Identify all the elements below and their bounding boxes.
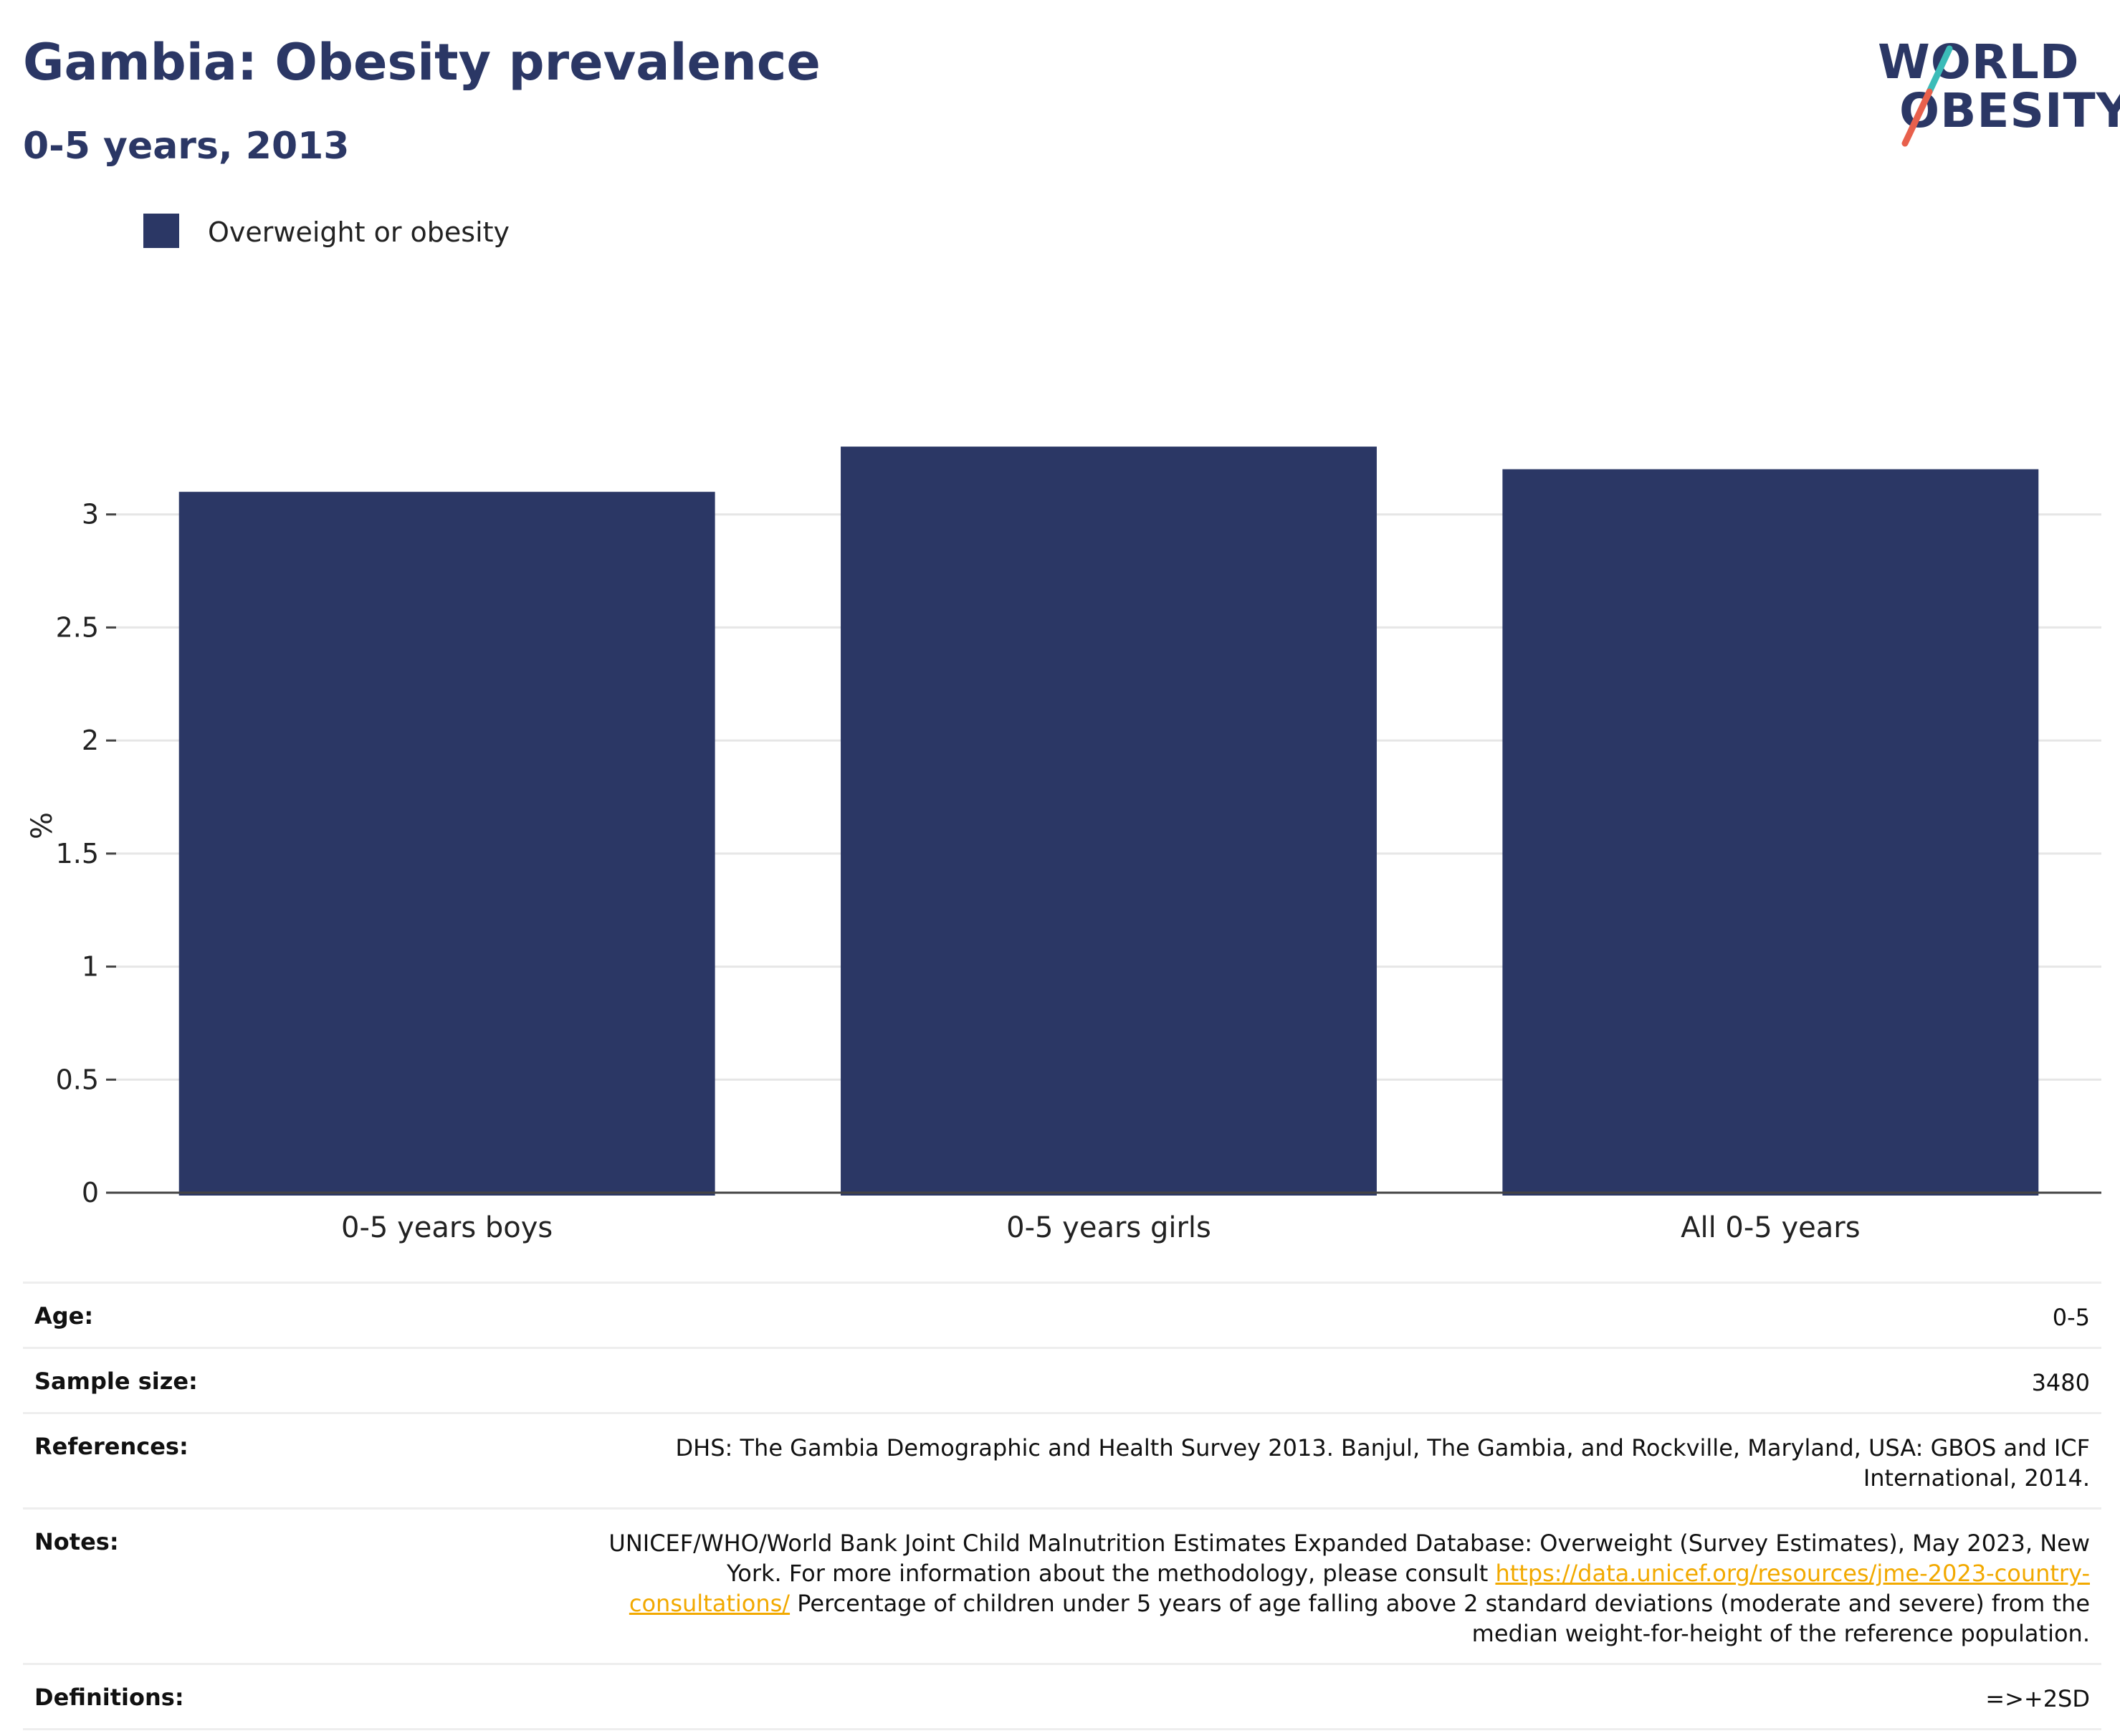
y-tick-label: 0.5 xyxy=(56,1064,99,1095)
legend-swatch xyxy=(143,214,179,248)
logo-text-line-2: OBESITY xyxy=(1899,83,2120,138)
bar xyxy=(178,492,715,1196)
info-value-sample-size: 3480 xyxy=(2031,1369,2090,1396)
info-value-references: DHS: The Gambia Demographic and Health S… xyxy=(675,1434,2090,1492)
info-row-sample-size: Sample size: 3480 xyxy=(23,1347,2101,1412)
y-tick-label: 0 xyxy=(82,1177,99,1208)
info-value-notes: UNICEF/WHO/World Bank Joint Child Malnut… xyxy=(579,1528,2090,1649)
y-tick-label: 2.5 xyxy=(56,611,99,643)
y-tick-label: 1.5 xyxy=(56,838,99,869)
bar xyxy=(841,447,1377,1196)
x-tick-label: 0-5 years girls xyxy=(1006,1211,1211,1244)
world-obesity-logo: WORLD OBESITY xyxy=(1871,22,2120,151)
notes-methodology-link[interactable]: https://data.unicef.org/resources/jme-20… xyxy=(629,1560,2090,1617)
logo-slash-icon xyxy=(1901,45,1953,147)
page-title: Gambia: Obesity prevalence xyxy=(23,33,821,92)
info-row-definitions: Definitions: =>+2SD xyxy=(23,1663,2101,1730)
x-tick-label: 0-5 years boys xyxy=(341,1211,553,1244)
info-table: Age: 0-5 Sample size: 3480 References: D… xyxy=(23,1282,2101,1730)
y-axis-label: % xyxy=(26,812,59,839)
info-row-age: Age: 0-5 xyxy=(23,1282,2101,1347)
bar-chart: 0 0.5 1 1.5 2 2.5 3% 0-5 years boys 0-5 years gi… xyxy=(26,447,2101,1244)
logo-text-line-1: WORLD xyxy=(1878,34,2080,90)
info-row-notes: Notes: UNICEF/WHO/World Bank Joint Child… xyxy=(23,1507,2101,1663)
info-label-references: References: xyxy=(34,1433,188,1460)
info-label-notes: Notes: xyxy=(34,1528,119,1555)
y-tick-label: 1 xyxy=(82,951,99,983)
bar xyxy=(1502,469,2039,1196)
info-label-age: Age: xyxy=(34,1302,94,1330)
info-label-definitions: Definitions: xyxy=(34,1684,184,1711)
page-subtitle: 0-5 years, 2013 xyxy=(23,125,350,168)
y-tick-label: 2 xyxy=(82,725,99,756)
info-label-sample-size: Sample size: xyxy=(34,1368,198,1395)
x-tick-label: All 0-5 years xyxy=(1681,1211,1860,1244)
info-value-definitions: =>+2SD xyxy=(1985,1685,2090,1712)
info-value-age: 0-5 xyxy=(2052,1304,2090,1331)
notes-text-after-link: Percentage of children under 5 years of … xyxy=(790,1590,2090,1647)
legend-label: Overweight or obesity xyxy=(208,216,510,248)
notes-text-before-link: UNICEF/WHO/World Bank Joint Child Malnut… xyxy=(608,1530,2090,1587)
info-row-references: References: DHS: The Gambia Demographic … xyxy=(23,1412,2101,1507)
y-tick-label: 3 xyxy=(82,499,99,530)
